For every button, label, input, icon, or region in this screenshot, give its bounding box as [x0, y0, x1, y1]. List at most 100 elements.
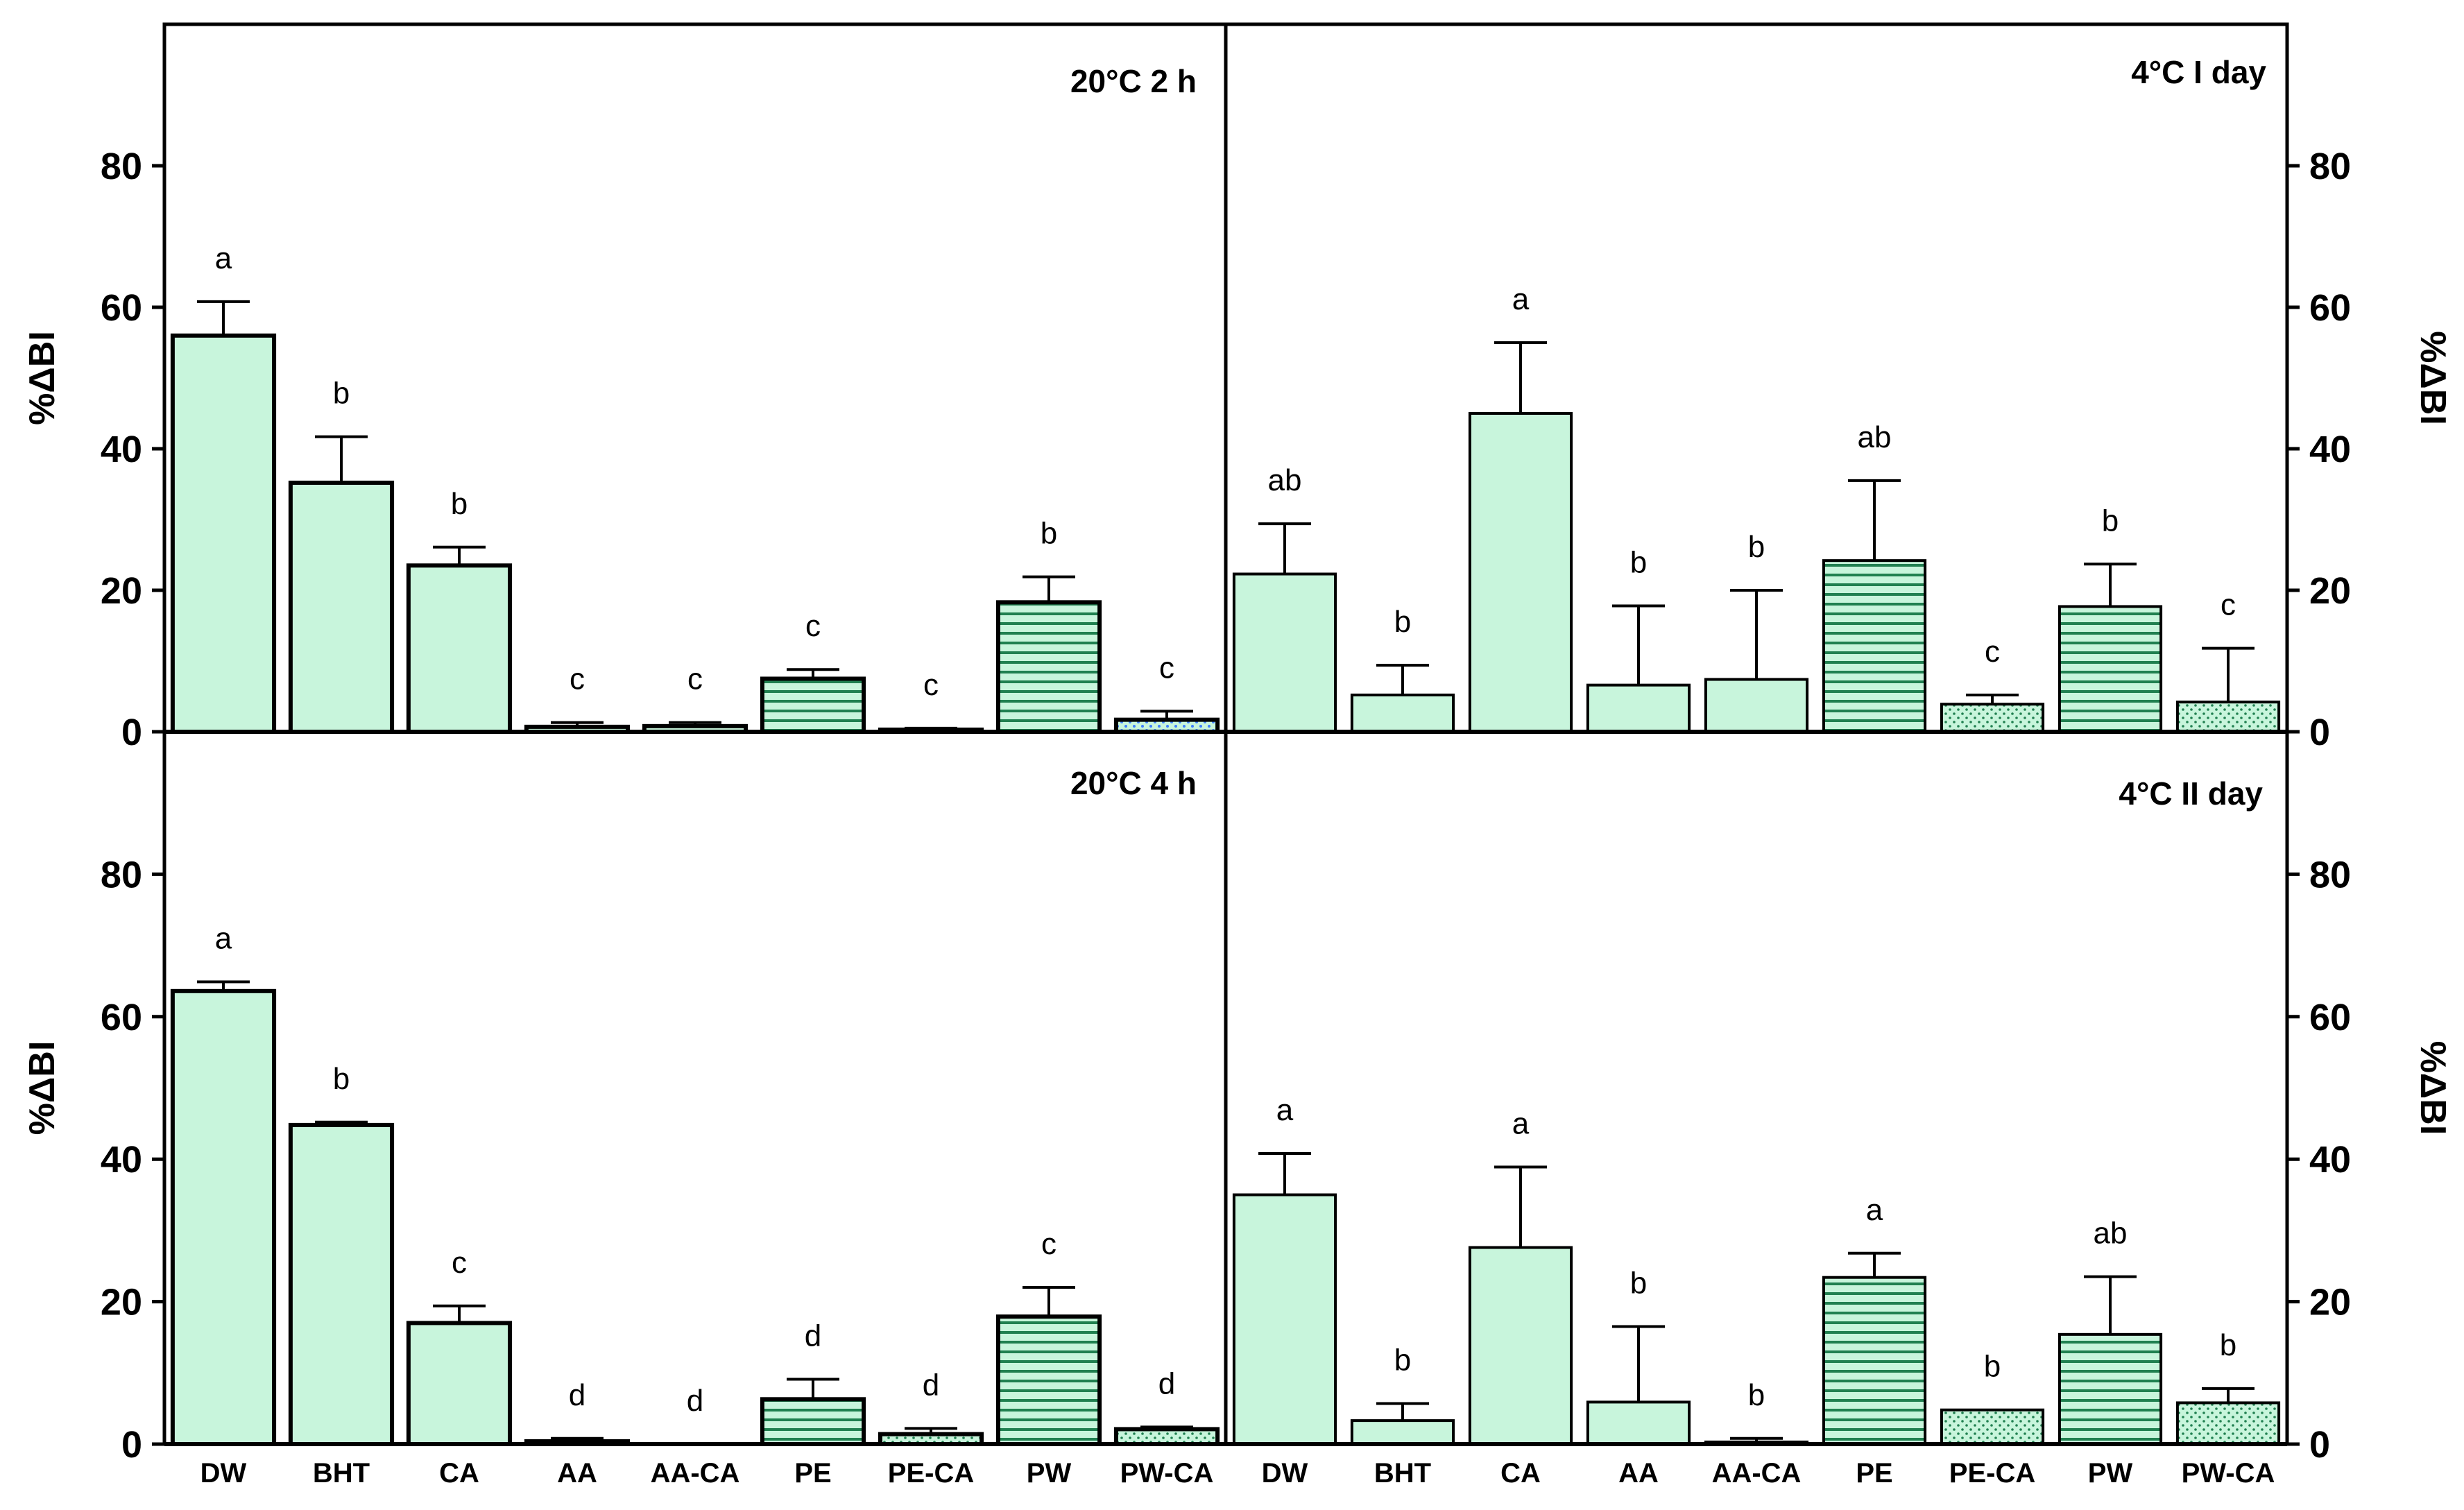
significance-letter: d: [805, 1319, 821, 1353]
significance-letter: b: [1394, 1343, 1411, 1377]
y-axis-label: %ΔBI: [22, 1041, 62, 1135]
bar: [1232, 1193, 1337, 1446]
significance-letter: c: [1041, 1227, 1056, 1261]
significance-letter: c: [805, 609, 821, 643]
significance-letter: a: [1512, 1106, 1530, 1140]
panel-title: 4°C I day: [2131, 54, 2266, 90]
y-tick-label: 60: [2309, 997, 2351, 1038]
x-category-label: BHT: [1374, 1458, 1431, 1488]
x-category-label: CA: [439, 1458, 479, 1488]
x-category-label: CA: [1500, 1458, 1541, 1488]
significance-letter: ab: [1268, 463, 1302, 497]
bar: [995, 600, 1102, 735]
bar: [1468, 1246, 1573, 1445]
significance-letter: d: [1158, 1366, 1175, 1400]
bar: [760, 1397, 866, 1446]
significance-letter: b: [333, 377, 350, 411]
y-tick-label: 20: [2309, 570, 2351, 612]
significance-letter: b: [1041, 517, 1057, 551]
bar: [1940, 703, 2045, 733]
panel-title: 20°C 4 h: [1070, 765, 1197, 801]
bar: [1350, 693, 1455, 734]
significance-letter: d: [687, 1384, 703, 1418]
bar: [1350, 1419, 1455, 1445]
significance-letter: ab: [1858, 420, 1892, 454]
x-category-label: PW-CA: [1120, 1458, 1214, 1488]
bar: [1940, 1408, 2045, 1445]
bar: [1704, 678, 1809, 734]
bar: [760, 676, 866, 734]
x-category-label: AA-CA: [1712, 1458, 1802, 1488]
y-tick-label: 80: [101, 146, 142, 187]
bar: [995, 1314, 1102, 1446]
significance-letter: a: [215, 921, 232, 955]
significance-letter: b: [1394, 605, 1411, 639]
x-category-label: AA: [1618, 1458, 1659, 1488]
significance-letter: ab: [2094, 1217, 2128, 1251]
x-category-label: BHT: [313, 1458, 370, 1488]
significance-letter: c: [2221, 588, 2236, 622]
significance-letter: b: [1748, 1378, 1765, 1412]
significance-letter: b: [2102, 504, 2119, 538]
bar: [1113, 1427, 1220, 1447]
y-tick-label: 80: [2309, 146, 2351, 187]
x-category-label: PE: [794, 1458, 831, 1488]
y-tick-label: 80: [2309, 854, 2351, 895]
bar: [2175, 1401, 2281, 1445]
significance-letter: c: [1985, 635, 2000, 669]
x-category-label: PW: [1027, 1458, 1072, 1488]
x-category-label: AA-CA: [651, 1458, 740, 1488]
y-axis-label: %ΔBI: [22, 331, 62, 425]
significance-letter: d: [923, 1368, 939, 1402]
panel-title: 20°C 2 h: [1070, 63, 1197, 99]
y-axis-label: %ΔBI: [2413, 331, 2453, 425]
y-tick-label: 20: [101, 1282, 142, 1323]
bar: [1822, 559, 1927, 733]
y-tick-label: 40: [101, 429, 142, 470]
y-tick-label: 60: [101, 287, 142, 329]
x-category-label: AA: [557, 1458, 597, 1488]
y-axis-label: %ΔBI: [2413, 1041, 2453, 1135]
bar: [2057, 1332, 2163, 1446]
y-tick-label: 0: [2309, 712, 2330, 753]
significance-letter: b: [1984, 1350, 2001, 1384]
significance-letter: a: [1512, 282, 1530, 316]
y-tick-label: 20: [101, 570, 142, 612]
significance-letter: c: [687, 662, 703, 696]
x-category-label: DW: [1262, 1458, 1308, 1488]
x-category-label: PW: [2088, 1458, 2133, 1488]
bar: [288, 480, 395, 735]
bar: [1232, 572, 1337, 733]
significance-letter: c: [452, 1246, 467, 1280]
significance-letter: b: [1630, 1267, 1647, 1301]
significance-letter: a: [1866, 1193, 1883, 1227]
x-category-label: PE-CA: [888, 1458, 974, 1488]
bar: [170, 988, 277, 1446]
bar: [2175, 701, 2281, 733]
y-tick-label: 80: [101, 854, 142, 895]
y-tick-label: 40: [2309, 1139, 2351, 1181]
significance-letter: c: [923, 668, 939, 702]
x-category-label: PW-CA: [2182, 1458, 2275, 1488]
bar: [1822, 1276, 1927, 1445]
panel-title: 4°C II day: [2119, 775, 2263, 812]
x-category-label: PE: [1856, 1458, 1892, 1488]
bar: [2057, 605, 2163, 734]
bar: [1468, 412, 1573, 733]
y-tick-label: 0: [2309, 1424, 2330, 1466]
significance-letter: b: [1748, 530, 1765, 564]
y-tick-label: 0: [121, 712, 142, 753]
x-category-label: DW: [200, 1458, 247, 1488]
significance-letter: b: [451, 487, 468, 521]
significance-letter: c: [1159, 651, 1174, 685]
y-tick-label: 20: [2309, 1282, 2351, 1323]
significance-letter: b: [333, 1062, 350, 1096]
significance-letter: a: [215, 241, 232, 275]
y-tick-label: 60: [2309, 287, 2351, 329]
significance-letter: b: [1630, 545, 1647, 579]
y-tick-label: 0: [121, 1424, 142, 1466]
y-tick-label: 60: [101, 997, 142, 1038]
bar: [406, 563, 513, 734]
x-category-label: PE-CA: [1949, 1458, 2035, 1488]
